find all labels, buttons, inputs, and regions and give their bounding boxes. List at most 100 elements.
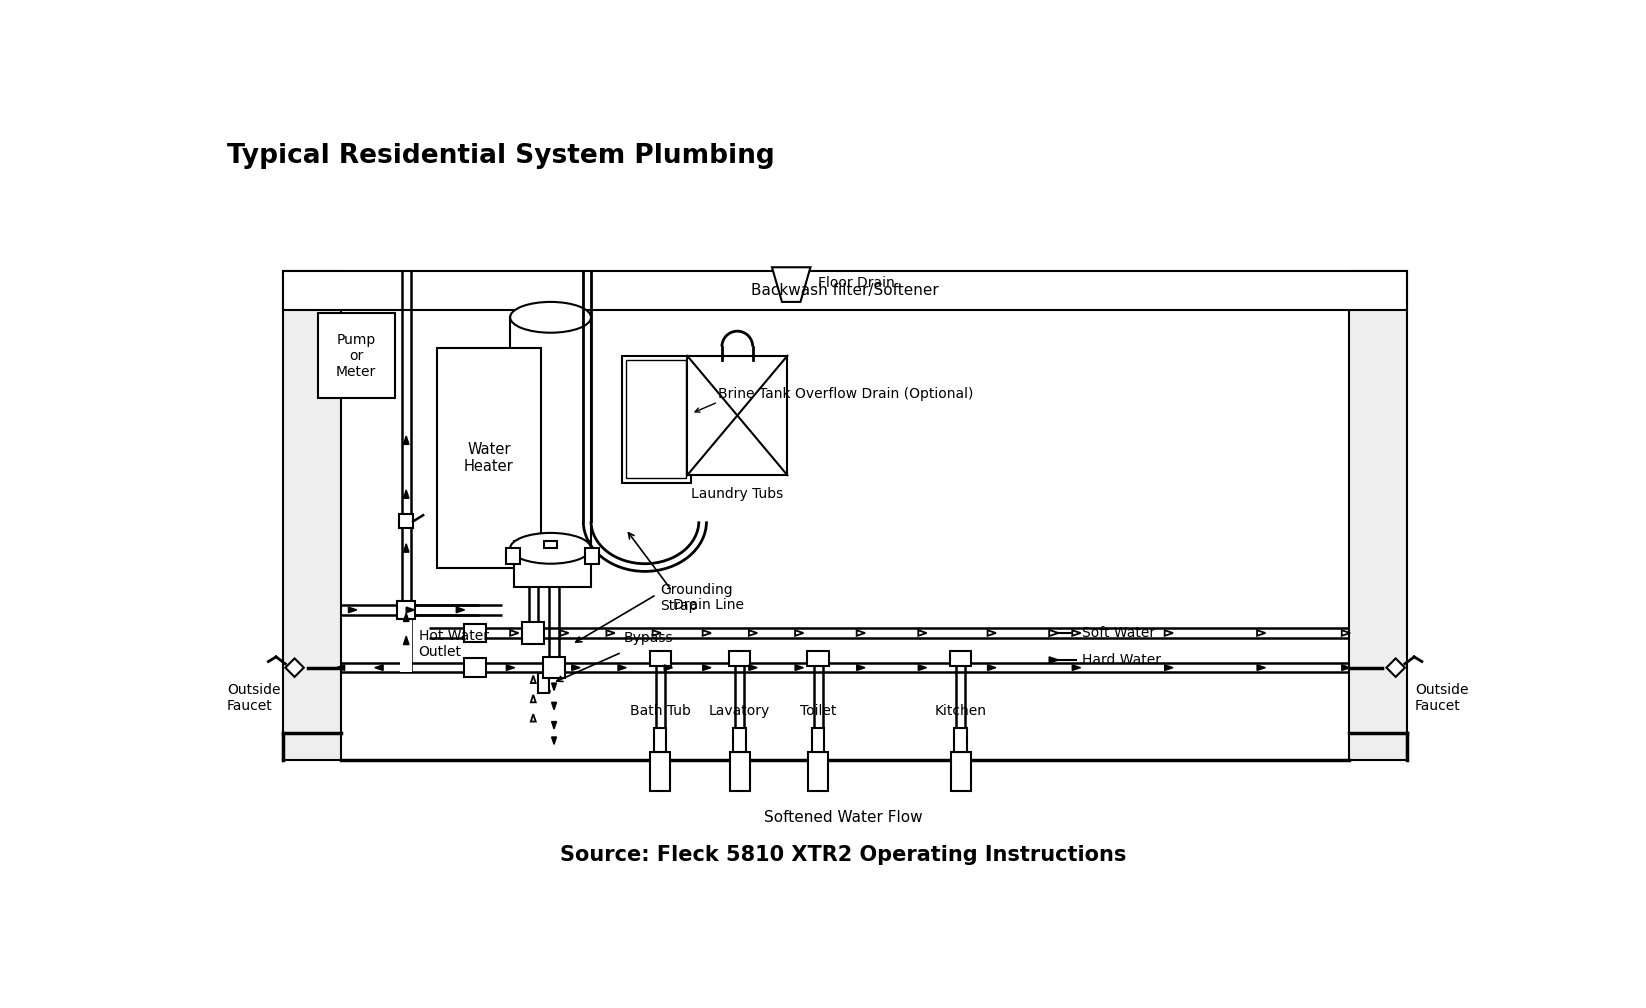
Text: Bypass: Bypass (624, 631, 673, 644)
Polygon shape (285, 658, 305, 677)
Text: Floor Drain: Floor Drain (818, 275, 895, 289)
Ellipse shape (510, 533, 591, 563)
Text: Hot Water
Outlet: Hot Water Outlet (418, 629, 489, 659)
Polygon shape (1072, 665, 1080, 670)
Polygon shape (856, 630, 866, 636)
Polygon shape (530, 675, 535, 683)
Bar (734, 728, 746, 752)
Polygon shape (403, 636, 408, 644)
Bar (729, 651, 751, 666)
Bar (545, 540, 556, 548)
Bar (400, 605, 413, 672)
Bar (438, 348, 542, 568)
Text: Backwash filter/Softener: Backwash filter/Softener (751, 283, 938, 297)
Polygon shape (795, 630, 803, 636)
Bar (950, 651, 971, 666)
Text: Outside
Faucet: Outside Faucet (227, 683, 280, 714)
Polygon shape (795, 665, 803, 670)
Polygon shape (988, 665, 996, 670)
Polygon shape (407, 607, 415, 613)
Polygon shape (1386, 658, 1406, 677)
Bar (955, 728, 966, 752)
Polygon shape (1341, 665, 1350, 670)
Bar (627, 361, 686, 478)
Polygon shape (749, 665, 757, 670)
Polygon shape (703, 665, 711, 670)
Text: Source: Fleck 5810 XTR2 Operating Instructions: Source: Fleck 5810 XTR2 Operating Instru… (560, 845, 1128, 865)
Bar (808, 651, 830, 666)
Polygon shape (375, 665, 384, 670)
Bar (808, 752, 828, 791)
Polygon shape (856, 665, 866, 670)
Bar (318, 313, 395, 398)
Polygon shape (772, 267, 810, 302)
Text: Hard Water: Hard Water (1081, 653, 1160, 667)
Bar (283, 271, 1407, 309)
Bar (729, 752, 749, 791)
Polygon shape (1165, 630, 1174, 636)
Text: Water
Heater: Water Heater (464, 442, 514, 474)
Bar (538, 673, 550, 694)
Polygon shape (1049, 657, 1058, 663)
Bar (650, 752, 670, 791)
Polygon shape (749, 630, 757, 636)
Text: Grounding
Strap: Grounding Strap (660, 583, 732, 613)
Polygon shape (403, 544, 408, 552)
Bar (510, 318, 591, 548)
Polygon shape (1258, 665, 1266, 670)
Bar (464, 658, 486, 677)
Polygon shape (571, 665, 579, 670)
Polygon shape (551, 722, 556, 729)
Polygon shape (551, 703, 556, 710)
Polygon shape (1258, 630, 1266, 636)
Bar (400, 514, 413, 528)
Bar (507, 548, 520, 563)
Text: Pump
or
Meter: Pump or Meter (336, 333, 377, 379)
Bar (650, 651, 672, 666)
Bar (951, 752, 971, 791)
Bar (543, 657, 565, 678)
Polygon shape (1165, 665, 1174, 670)
Text: Typical Residential System Plumbing: Typical Residential System Plumbing (227, 142, 775, 168)
Polygon shape (456, 607, 464, 613)
Bar (811, 728, 825, 752)
Polygon shape (349, 607, 357, 613)
Text: Outside
Faucet: Outside Faucet (1416, 683, 1468, 714)
Polygon shape (988, 630, 996, 636)
Text: Lavatory: Lavatory (709, 704, 770, 718)
Bar (283, 271, 341, 760)
Bar (584, 548, 599, 563)
Polygon shape (551, 683, 556, 690)
Text: Kitchen: Kitchen (935, 704, 986, 718)
Polygon shape (336, 665, 344, 670)
Polygon shape (507, 665, 515, 670)
Polygon shape (617, 665, 625, 670)
Text: Laundry Tubs: Laundry Tubs (691, 487, 783, 501)
Polygon shape (918, 630, 927, 636)
Bar (514, 540, 591, 587)
Polygon shape (510, 630, 518, 636)
Bar (622, 356, 691, 483)
Polygon shape (530, 695, 535, 703)
Polygon shape (1341, 630, 1350, 636)
Polygon shape (403, 436, 408, 445)
Bar (1350, 271, 1407, 760)
Polygon shape (652, 630, 662, 636)
Polygon shape (665, 665, 673, 670)
Polygon shape (403, 490, 408, 498)
Polygon shape (1049, 630, 1058, 636)
Polygon shape (1072, 630, 1080, 636)
Polygon shape (560, 630, 568, 636)
Text: Bath Tub: Bath Tub (630, 704, 691, 718)
Text: Toilet: Toilet (800, 704, 836, 718)
Text: Drain Line: Drain Line (673, 599, 744, 612)
Bar (522, 622, 545, 644)
Bar (688, 356, 787, 475)
Text: Softened Water Flow: Softened Water Flow (764, 810, 923, 826)
Polygon shape (530, 714, 535, 722)
Polygon shape (551, 737, 556, 744)
Bar (653, 728, 667, 752)
Ellipse shape (510, 302, 591, 333)
Bar (464, 624, 486, 642)
Polygon shape (918, 665, 927, 670)
